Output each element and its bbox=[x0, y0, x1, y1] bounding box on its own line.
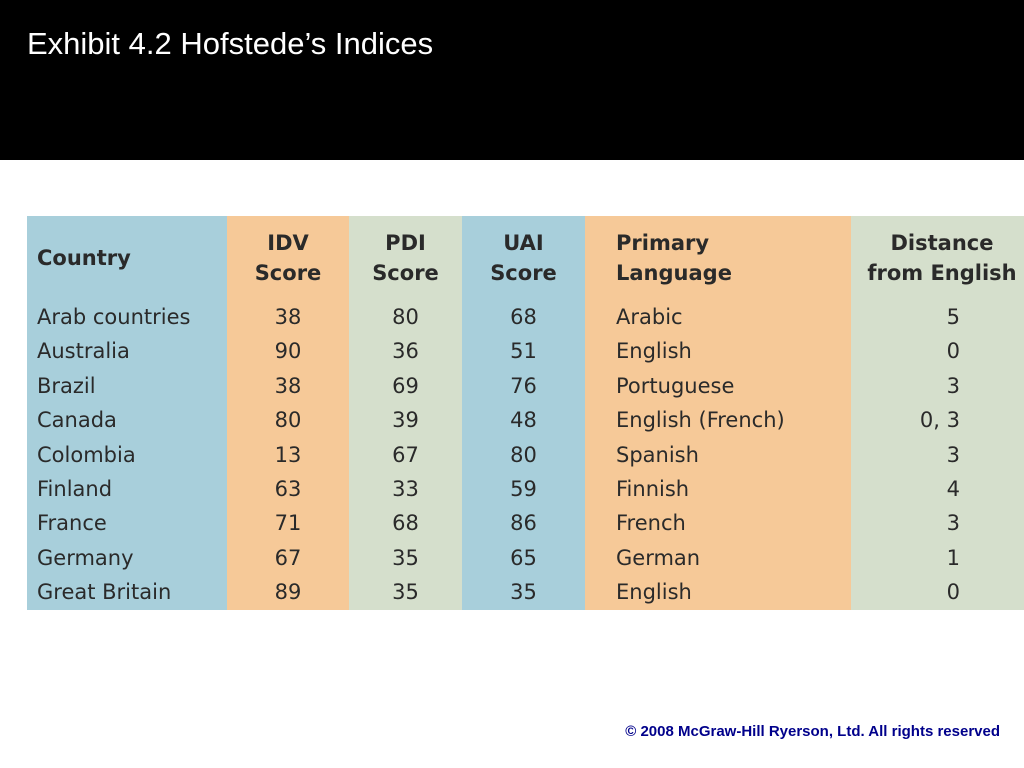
cell-country: Brazil bbox=[27, 368, 227, 404]
cell-language: French bbox=[585, 506, 851, 541]
cell-country: Arab countries bbox=[27, 300, 227, 335]
cell-language: German bbox=[585, 540, 851, 576]
cell-uai: 48 bbox=[462, 403, 585, 438]
header-pdi-line-2: Score bbox=[372, 261, 439, 285]
header-country: Country bbox=[27, 216, 227, 300]
cell-pdi: 80 bbox=[349, 300, 462, 335]
header-primary-language: Primary Language bbox=[585, 216, 851, 300]
table-row: Australia 90 36 51 English 0 bbox=[27, 334, 1024, 369]
header-distance-line-1: Distance bbox=[890, 231, 994, 255]
cell-country: France bbox=[27, 506, 227, 541]
header-pdi-score: PDI Score bbox=[349, 216, 462, 300]
header-idv-line-1: IDV bbox=[267, 231, 309, 255]
cell-pdi: 68 bbox=[349, 506, 462, 541]
cell-idv: 90 bbox=[227, 334, 349, 369]
cell-distance: 3 bbox=[851, 506, 1024, 541]
cell-uai: 68 bbox=[462, 300, 585, 335]
cell-uai: 35 bbox=[462, 575, 585, 610]
table-row: Great Britain 89 35 35 English 0 bbox=[27, 575, 1024, 610]
header-uai-line-1: UAI bbox=[503, 231, 544, 255]
cell-language: Spanish bbox=[585, 437, 851, 473]
cell-country: Germany bbox=[27, 540, 227, 576]
header-country-line-1: Country bbox=[37, 246, 131, 270]
cell-pdi: 35 bbox=[349, 540, 462, 576]
table-row: Colombia 13 67 80 Spanish 3 bbox=[27, 437, 1024, 473]
cell-country: Great Britain bbox=[27, 575, 227, 610]
cell-distance: 1 bbox=[851, 540, 1024, 576]
title-bar: Exhibit 4.2 Hofstede’s Indices bbox=[0, 0, 1024, 160]
table-row: France 71 68 86 French 3 bbox=[27, 506, 1024, 541]
cell-pdi: 39 bbox=[349, 403, 462, 438]
header-idv-score: IDV Score bbox=[227, 216, 349, 300]
header-language-line-2: Language bbox=[616, 261, 732, 285]
cell-idv: 63 bbox=[227, 472, 349, 507]
cell-idv: 13 bbox=[227, 437, 349, 473]
cell-country: Australia bbox=[27, 334, 227, 369]
cell-distance: 3 bbox=[851, 368, 1024, 404]
cell-language: Arabic bbox=[585, 300, 851, 335]
table-row: Canada 80 39 48 English (French) 0, 3 bbox=[27, 403, 1024, 438]
table-row: Finland 63 33 59 Finnish 4 bbox=[27, 472, 1024, 507]
header-language-line-1: Primary bbox=[616, 231, 710, 255]
cell-language: English bbox=[585, 575, 851, 610]
cell-country: Finland bbox=[27, 472, 227, 507]
cell-distance: 3 bbox=[851, 437, 1024, 473]
exhibit-table-container: Country IDV Score PDI Score UAI Score bbox=[27, 216, 1024, 610]
cell-language: English (French) bbox=[585, 403, 851, 438]
cell-uai: 86 bbox=[462, 506, 585, 541]
cell-idv: 38 bbox=[227, 368, 349, 404]
copyright-footer: © 2008 McGraw-Hill Ryerson, Ltd. All rig… bbox=[625, 723, 1000, 740]
cell-idv: 89 bbox=[227, 575, 349, 610]
header-idv-line-2: Score bbox=[254, 261, 322, 285]
table-row: Germany 67 35 65 German 1 bbox=[27, 540, 1024, 576]
table-row: Arab countries 38 80 68 Arabic 5 bbox=[27, 300, 1024, 335]
header-distance-from-english: Distance from English bbox=[851, 216, 1024, 300]
cell-idv: 80 bbox=[227, 403, 349, 438]
slide-title: Exhibit 4.2 Hofstede’s Indices bbox=[27, 26, 434, 61]
cell-country: Colombia bbox=[27, 437, 227, 473]
cell-distance: 0, 3 bbox=[851, 403, 1024, 438]
cell-pdi: 33 bbox=[349, 472, 462, 507]
cell-language: Portuguese bbox=[585, 368, 851, 404]
cell-language: Finnish bbox=[585, 472, 851, 507]
cell-distance: 0 bbox=[851, 334, 1024, 369]
cell-distance: 0 bbox=[851, 575, 1024, 610]
cell-pdi: 36 bbox=[349, 334, 462, 369]
header-pdi-line-1: PDI bbox=[385, 231, 426, 255]
cell-pdi: 69 bbox=[349, 368, 462, 404]
cell-uai: 80 bbox=[462, 437, 585, 473]
cell-distance: 5 bbox=[851, 300, 1024, 335]
cell-idv: 67 bbox=[227, 540, 349, 576]
cell-idv: 38 bbox=[227, 300, 349, 335]
cell-idv: 71 bbox=[227, 506, 349, 541]
cell-distance: 4 bbox=[851, 472, 1024, 507]
cell-language: English bbox=[585, 334, 851, 369]
cell-uai: 51 bbox=[462, 334, 585, 369]
hofstede-indices-table: Country IDV Score PDI Score UAI Score bbox=[27, 216, 1024, 610]
cell-uai: 65 bbox=[462, 540, 585, 576]
table-row: Brazil 38 69 76 Portuguese 3 bbox=[27, 368, 1024, 404]
cell-uai: 76 bbox=[462, 368, 585, 404]
cell-pdi: 35 bbox=[349, 575, 462, 610]
header-distance-line-2: from English bbox=[867, 261, 1017, 285]
cell-country: Canada bbox=[27, 403, 227, 438]
header-uai-score: UAI Score bbox=[462, 216, 585, 300]
cell-uai: 59 bbox=[462, 472, 585, 507]
cell-pdi: 67 bbox=[349, 437, 462, 473]
table-header-row: Country IDV Score PDI Score UAI Score bbox=[27, 216, 1024, 300]
header-uai-line-2: Score bbox=[490, 261, 557, 285]
